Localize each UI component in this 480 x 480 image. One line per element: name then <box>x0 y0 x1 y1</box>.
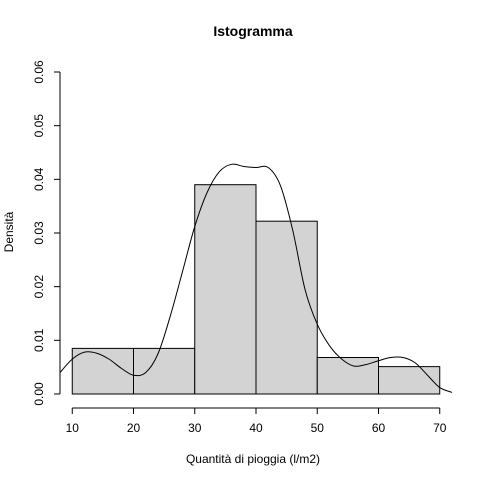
histogram-bar-6 <box>378 366 441 395</box>
x-tick-label-20: 20 <box>127 421 141 435</box>
x-tick-label-30: 30 <box>188 421 202 435</box>
x-tick-label-10: 10 <box>66 421 80 435</box>
chart-title: Istogramma <box>213 23 293 39</box>
bars-group <box>71 184 441 395</box>
y-tick-label-0.06: 0.06 <box>32 60 46 84</box>
x-tick-label-60: 60 <box>372 421 386 435</box>
y-tick-label-0.05: 0.05 <box>32 114 46 138</box>
density-curve-group <box>59 163 453 393</box>
x-tick-label-70: 70 <box>433 421 447 435</box>
density-curve <box>59 163 453 393</box>
y-tick-label-0.00: 0.00 <box>32 382 46 406</box>
x-tick-label-40: 40 <box>249 421 263 435</box>
histogram-bar-2 <box>133 347 196 395</box>
x-tick-label-50: 50 <box>311 421 325 435</box>
histogram-bar-4 <box>255 220 318 395</box>
x-axis-label: Quantità di pioggia (l/m2) <box>186 452 320 466</box>
y-tick-label-0.01: 0.01 <box>32 328 46 352</box>
x-axis: 10 20 30 40 50 60 70 <box>66 407 447 435</box>
histogram-bar-3 <box>194 184 257 395</box>
y-axis: 0.00 0.01 0.02 0.03 0.04 0.05 0.06 <box>32 60 61 406</box>
y-tick-label-0.04: 0.04 <box>32 167 46 191</box>
y-tick-label-0.02: 0.02 <box>32 275 46 299</box>
y-tick-label-0.03: 0.03 <box>32 221 46 245</box>
y-axis-label: Densità <box>2 211 16 252</box>
